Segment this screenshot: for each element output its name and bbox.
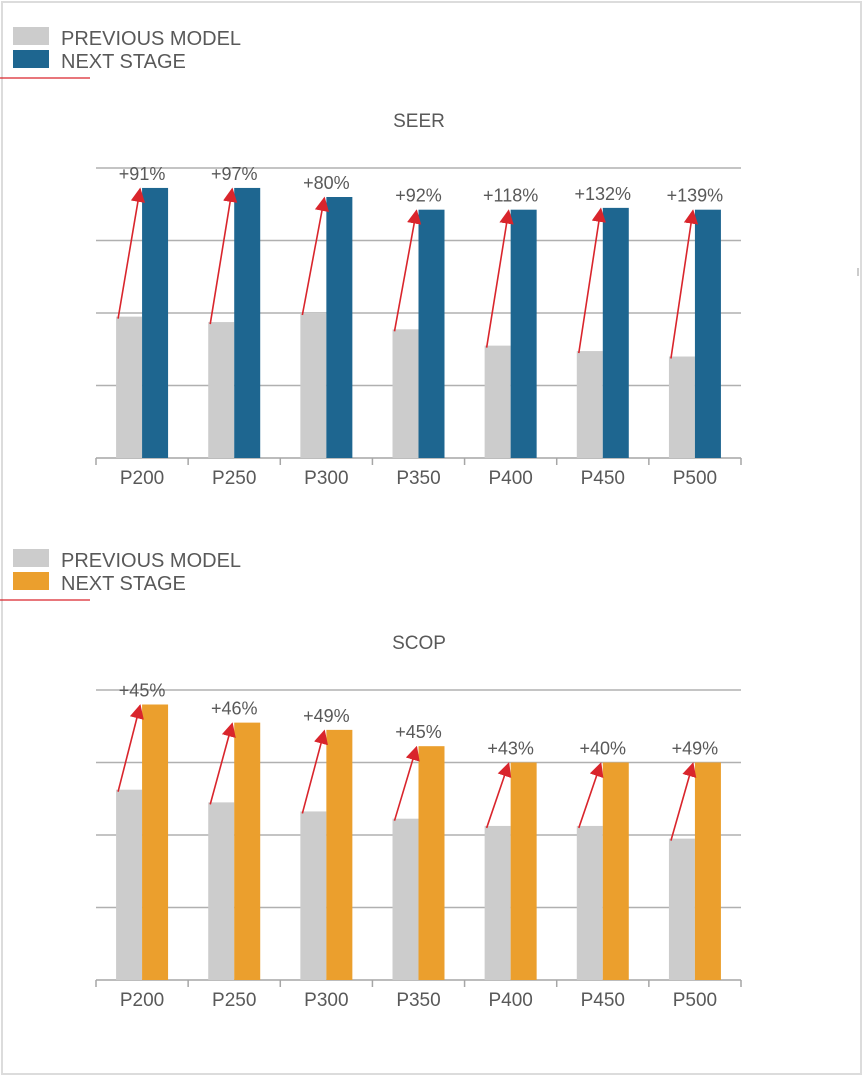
seer-chart-title: SEER <box>393 111 445 132</box>
scop-bar-previous <box>392 818 419 980</box>
scop-bar-next <box>694 762 721 980</box>
scop-bar-next <box>510 762 537 980</box>
seer-increase-arrow <box>577 207 606 354</box>
seer-x-tick-label: P200 <box>120 468 164 489</box>
seer-legend-swatch-previous <box>13 27 49 45</box>
seer-data-label: +91% <box>119 164 166 184</box>
seer-x-tick-label: P400 <box>488 468 532 489</box>
scop-bar-previous <box>208 802 235 980</box>
scop-x-tick-label: P250 <box>212 990 256 1011</box>
seer-legend-label-previous: PREVIOUS MODEL <box>61 28 241 50</box>
scop-legend-label-previous: PREVIOUS MODEL <box>61 550 241 572</box>
seer-x-tick-label: P500 <box>673 468 717 489</box>
scop-x-tick-label: P350 <box>396 990 440 1011</box>
seer-bar-previous <box>484 345 511 458</box>
seer-bar-next <box>418 209 445 458</box>
seer-increase-arrow <box>485 209 514 348</box>
seer-bar-previous <box>576 351 603 458</box>
scop-increase-arrow <box>670 762 697 841</box>
seer-bar-next <box>326 197 353 458</box>
scop-bar-previous <box>668 838 695 980</box>
scop-bar-previous <box>300 811 327 980</box>
scop-legend-label-next: NEXT STAGE <box>61 573 186 595</box>
scop-legend-swatch-next <box>13 572 49 590</box>
seer-bar-previous <box>208 322 235 458</box>
scop-data-label: +49% <box>672 739 719 759</box>
scop-bar-next <box>142 704 169 980</box>
scop-increase-arrow <box>578 762 604 829</box>
scop-data-label: +43% <box>487 739 534 759</box>
scop-data-label: +45% <box>395 722 442 742</box>
scop-increase-arrow <box>393 745 420 821</box>
scop-data-label: +45% <box>119 681 166 701</box>
seer-x-tick-label: P300 <box>304 468 348 489</box>
seer-increase-arrow <box>393 209 422 332</box>
scop-x-tick-label: P400 <box>488 990 532 1011</box>
seer-bar-previous <box>668 356 695 458</box>
scop-bar-next <box>326 729 353 980</box>
scop-x-tick-label: P200 <box>120 990 164 1011</box>
seer-x-tick-label: P250 <box>212 468 256 489</box>
seer-bar-next <box>510 209 537 458</box>
scop-bar-next <box>602 762 629 980</box>
scop-bar-next <box>234 722 261 980</box>
scop-bar-previous <box>484 825 511 980</box>
seer-data-label: +118% <box>483 186 538 206</box>
scop-data-label: +49% <box>303 706 350 726</box>
scop-data-label: +46% <box>211 699 258 719</box>
scop-bar-previous <box>116 789 143 980</box>
seer-bar-previous <box>300 313 327 458</box>
scop-increase-arrow <box>301 729 328 814</box>
seer-increase-arrow <box>301 196 330 316</box>
scop-increase-arrow <box>209 722 236 805</box>
seer-data-label: +80% <box>303 173 350 193</box>
seer-bar-next <box>602 207 629 458</box>
scop-chart-title: SCOP <box>392 633 446 654</box>
seer-increase-arrow <box>117 187 146 319</box>
scop-bar-previous <box>576 825 603 980</box>
seer-increase-arrow <box>209 187 238 325</box>
scop-x-tick-label: P500 <box>673 990 717 1011</box>
scop-bar-next <box>418 746 445 980</box>
seer-bar-previous <box>392 329 419 458</box>
seer-bar-next <box>142 187 169 458</box>
scop-legend-swatch-previous <box>13 549 49 567</box>
seer-legend-swatch-next <box>13 50 49 68</box>
seer-bar-next <box>694 209 721 458</box>
seer-increase-arrow <box>670 209 699 359</box>
seer-data-label: +97% <box>211 164 258 184</box>
seer-bar-next <box>234 187 261 458</box>
scop-x-tick-label: P450 <box>581 990 625 1011</box>
seer-data-label: +92% <box>395 186 442 206</box>
scop-data-label: +40% <box>580 739 627 759</box>
scop-increase-arrow <box>485 762 512 829</box>
seer-x-tick-label: P450 <box>581 468 625 489</box>
seer-data-label: +132% <box>575 184 632 204</box>
scop-x-tick-label: P300 <box>304 990 348 1011</box>
seer-data-label: +139% <box>667 186 724 206</box>
seer-bar-previous <box>116 316 143 458</box>
seer-legend-label-next: NEXT STAGE <box>61 51 186 73</box>
scop-increase-arrow <box>117 704 144 792</box>
seer-x-tick-label: P350 <box>396 468 440 489</box>
